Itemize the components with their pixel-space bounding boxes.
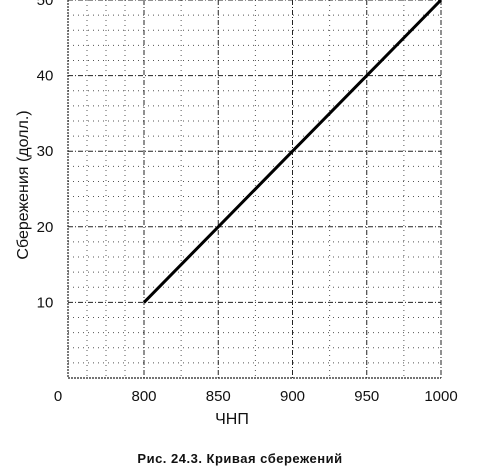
axes [67,0,441,379]
savings-curve-line [142,0,443,304]
x-tick-label: 900 [280,388,305,405]
y-tick-label: 10 [37,294,54,311]
x-tick-label: 1000 [424,388,457,405]
figure-caption: Рис. 24.3. Кривая сбережений [137,451,342,466]
y-tick-label: 50 [37,0,54,9]
x-tick-label: 850 [206,388,231,405]
y-tick-label: 30 [37,143,54,160]
tick-labels: 10 20 30 40 50 0 800 850 900 950 1000 [37,0,458,405]
y-tick-label: 20 [37,219,54,236]
x-tick-label: 800 [131,388,156,405]
x-tick-label: 0 [54,388,62,405]
y-tick-label: 40 [37,68,54,85]
x-axis-label: ЧНП [215,411,249,428]
y-axis-label: Сбережения (долл.) [15,110,32,259]
x-tick-label: 950 [354,388,379,405]
series [142,0,443,304]
grid [68,0,442,378]
